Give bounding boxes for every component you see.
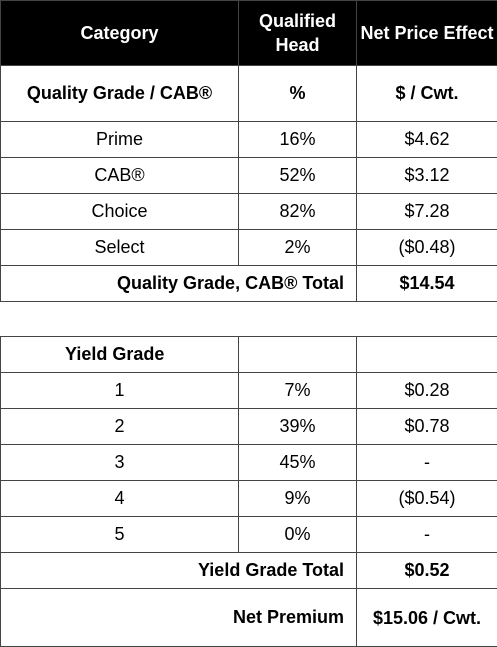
table-row: Choice 82% $7.28 (1, 194, 497, 230)
table-row: 3 45% - (1, 445, 497, 481)
quality-section-label: Quality Grade / CAB® (1, 66, 239, 122)
spacer-cell (1, 302, 497, 337)
table-row: 1 7% $0.28 (1, 373, 497, 409)
quality-unit-head: % (239, 66, 357, 122)
table-row: Select 2% ($0.48) (1, 230, 497, 266)
table-row: 4 9% ($0.54) (1, 481, 497, 517)
net-premium-value: $15.06 / Cwt. (357, 589, 497, 647)
row-effect: ($0.54) (357, 481, 497, 517)
row-pct: 82% (239, 194, 357, 230)
quality-total-label: Quality Grade, CAB® Total (1, 266, 357, 302)
row-effect: $0.28 (357, 373, 497, 409)
table-row: CAB® 52% $3.12 (1, 158, 497, 194)
table-row: Prime 16% $4.62 (1, 122, 497, 158)
header-row: Category Qualified Head Net Price Effect (1, 1, 497, 66)
row-name: 5 (1, 517, 239, 553)
row-name: 4 (1, 481, 239, 517)
row-pct: 45% (239, 445, 357, 481)
table-row: 2 39% $0.78 (1, 409, 497, 445)
spacer-row (1, 302, 497, 337)
row-effect: ($0.48) (357, 230, 497, 266)
header-net-price-effect: Net Price Effect (357, 1, 497, 66)
yield-subheader-row: Yield Grade (1, 337, 497, 373)
row-name: 2 (1, 409, 239, 445)
row-name: Select (1, 230, 239, 266)
header-qualified-head: Qualified Head (239, 1, 357, 66)
yield-section-label: Yield Grade (1, 337, 239, 373)
net-premium-label: Net Premium (1, 589, 357, 647)
row-effect: $7.28 (357, 194, 497, 230)
row-pct: 0% (239, 517, 357, 553)
row-effect: - (357, 517, 497, 553)
row-effect: - (357, 445, 497, 481)
row-name: 3 (1, 445, 239, 481)
yield-total-value: $0.52 (357, 553, 497, 589)
row-pct: 52% (239, 158, 357, 194)
yield-empty-cell (357, 337, 497, 373)
row-effect: $0.78 (357, 409, 497, 445)
row-name: Choice (1, 194, 239, 230)
yield-total-row: Yield Grade Total $0.52 (1, 553, 497, 589)
yield-total-label: Yield Grade Total (1, 553, 357, 589)
row-name: Prime (1, 122, 239, 158)
row-pct: 39% (239, 409, 357, 445)
header-category: Category (1, 1, 239, 66)
yield-empty-cell (239, 337, 357, 373)
row-pct: 2% (239, 230, 357, 266)
row-effect: $4.62 (357, 122, 497, 158)
row-name: CAB® (1, 158, 239, 194)
row-effect: $3.12 (357, 158, 497, 194)
quality-unit-price: $ / Cwt. (357, 66, 497, 122)
quality-subheader-row: Quality Grade / CAB® % $ / Cwt. (1, 66, 497, 122)
net-premium-row: Net Premium $15.06 / Cwt. (1, 589, 497, 647)
row-name: 1 (1, 373, 239, 409)
quality-total-value: $14.54 (357, 266, 497, 302)
table-row: 5 0% - (1, 517, 497, 553)
row-pct: 7% (239, 373, 357, 409)
row-pct: 16% (239, 122, 357, 158)
quality-total-row: Quality Grade, CAB® Total $14.54 (1, 266, 497, 302)
row-pct: 9% (239, 481, 357, 517)
